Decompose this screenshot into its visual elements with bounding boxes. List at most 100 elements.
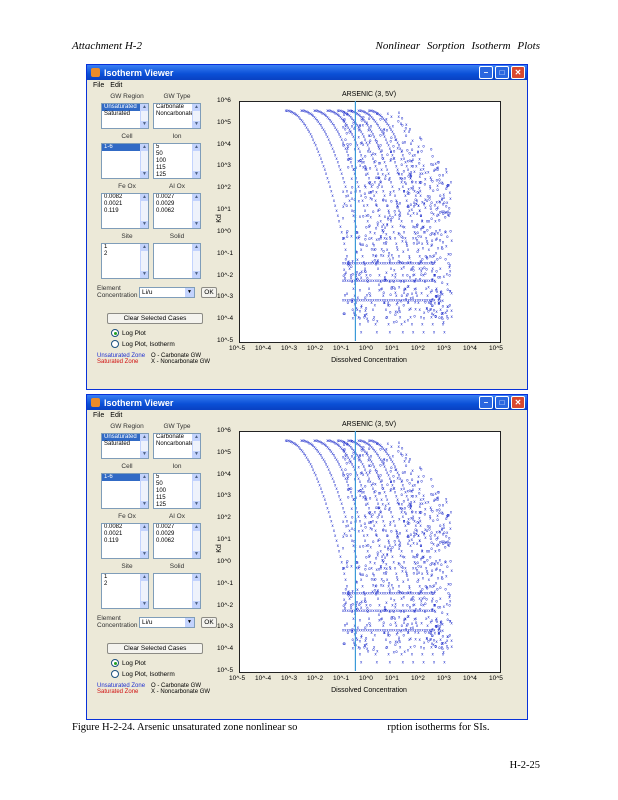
list-item[interactable]: Saturated bbox=[104, 441, 131, 447]
list-item[interactable]: 125 bbox=[156, 502, 167, 508]
close-icon[interactable]: ✕ bbox=[511, 66, 525, 79]
list-item[interactable]: 115 bbox=[156, 165, 166, 171]
list-item[interactable]: Noncarbonate bbox=[156, 111, 194, 117]
menu-edit[interactable]: Edit bbox=[110, 81, 123, 89]
list-item[interactable]: 0.0062 bbox=[156, 538, 175, 544]
scroll-up-icon[interactable]: ▲ bbox=[141, 434, 148, 441]
list-item[interactable]: Carbonate bbox=[156, 104, 185, 110]
scroll-up-icon[interactable]: ▲ bbox=[141, 194, 148, 201]
plot-area[interactable] bbox=[239, 431, 501, 673]
scroll-down-icon[interactable]: ▼ bbox=[193, 271, 200, 278]
list-scrollbar[interactable]: ▲ ▼ bbox=[140, 524, 148, 558]
list-item[interactable]: 100 bbox=[156, 488, 167, 494]
scroll-up-icon[interactable]: ▲ bbox=[193, 474, 200, 481]
list-scrollbar[interactable]: ▲ ▼ bbox=[140, 434, 148, 458]
clear-selected-cases-button[interactable]: Clear Selected Cases bbox=[107, 313, 203, 324]
close-icon[interactable]: ✕ bbox=[511, 396, 525, 409]
clear-selected-cases-button[interactable]: Clear Selected Cases bbox=[107, 643, 203, 654]
scroll-up-icon[interactable]: ▲ bbox=[141, 474, 148, 481]
log-plot-radio[interactable]: Log Plot bbox=[111, 659, 146, 667]
list-scrollbar[interactable]: ▲ ▼ bbox=[140, 144, 148, 178]
minimize-icon[interactable]: – bbox=[479, 66, 493, 79]
scroll-up-icon[interactable]: ▲ bbox=[193, 574, 200, 581]
list-item[interactable]: 5 bbox=[156, 474, 160, 480]
scroll-up-icon[interactable]: ▲ bbox=[141, 104, 148, 111]
ok-button[interactable]: OK bbox=[201, 287, 217, 298]
cell-list[interactable]: 1-6 ▲ ▼ bbox=[101, 143, 149, 179]
scroll-down-icon[interactable]: ▼ bbox=[141, 601, 148, 608]
list-item[interactable]: Carbonate bbox=[156, 434, 185, 440]
al-ox-list[interactable]: 0.0027 0.0029 0.0062 ▲ ▼ bbox=[153, 193, 201, 229]
list-item[interactable]: 1 bbox=[104, 244, 108, 250]
list-scrollbar[interactable]: ▲ ▼ bbox=[140, 194, 148, 228]
log-plot-isotherm-radio[interactable]: Log Plot, Isotherm bbox=[111, 340, 175, 348]
scroll-down-icon[interactable]: ▼ bbox=[141, 551, 148, 558]
scroll-down-icon[interactable]: ▼ bbox=[141, 121, 148, 128]
scroll-up-icon[interactable]: ▲ bbox=[141, 244, 148, 251]
solid-list[interactable]: ▲ ▼ bbox=[153, 243, 201, 279]
scroll-up-icon[interactable]: ▲ bbox=[141, 574, 148, 581]
list-item[interactable]: 0.0082 bbox=[104, 194, 123, 200]
scroll-down-icon[interactable]: ▼ bbox=[141, 271, 148, 278]
al-ox-list[interactable]: 0.0027 0.0029 0.0062 ▲ ▼ bbox=[153, 523, 201, 559]
scroll-down-icon[interactable]: ▼ bbox=[193, 121, 200, 128]
minimize-icon[interactable]: – bbox=[479, 396, 493, 409]
window-titlebar[interactable]: Isotherm Viewer – □ ✕ bbox=[87, 65, 527, 80]
ok-button[interactable]: OK bbox=[201, 617, 217, 628]
list-item[interactable]: Noncarbonate bbox=[156, 441, 194, 447]
list-item[interactable]: 125 bbox=[156, 172, 167, 178]
scroll-down-icon[interactable]: ▼ bbox=[193, 171, 200, 178]
fe-ox-list[interactable]: 0.0082 0.0021 0.119 ▲ ▼ bbox=[101, 523, 149, 559]
scroll-up-icon[interactable]: ▲ bbox=[141, 524, 148, 531]
list-item[interactable]: 100 bbox=[156, 158, 167, 164]
list-item[interactable]: 1-6 bbox=[102, 474, 148, 481]
list-scrollbar[interactable]: ▲ ▼ bbox=[140, 474, 148, 508]
list-scrollbar[interactable]: ▲ ▼ bbox=[192, 524, 200, 558]
list-scrollbar[interactable]: ▲ ▼ bbox=[140, 244, 148, 278]
fe-ox-list[interactable]: 0.0082 0.0021 0.119 ▲ ▼ bbox=[101, 193, 149, 229]
menu-file[interactable]: File bbox=[93, 81, 105, 89]
list-item[interactable]: 1 bbox=[104, 574, 108, 580]
list-item[interactable]: Saturated bbox=[104, 111, 131, 117]
maximize-icon[interactable]: □ bbox=[495, 396, 509, 409]
list-scrollbar[interactable]: ▲ ▼ bbox=[192, 194, 200, 228]
scroll-down-icon[interactable]: ▼ bbox=[141, 501, 148, 508]
scroll-down-icon[interactable]: ▼ bbox=[193, 501, 200, 508]
list-scrollbar[interactable]: ▲ ▼ bbox=[192, 574, 200, 608]
list-item[interactable]: 50 bbox=[156, 151, 163, 157]
list-item[interactable]: 0.0021 bbox=[104, 531, 123, 537]
list-scrollbar[interactable]: ▲ ▼ bbox=[192, 104, 200, 128]
list-item[interactable]: 0.0021 bbox=[104, 201, 123, 207]
log-plot-radio[interactable]: Log Plot bbox=[111, 329, 146, 337]
scroll-up-icon[interactable]: ▲ bbox=[193, 144, 200, 151]
list-item[interactable]: 5 bbox=[156, 144, 160, 150]
gw-region-list[interactable]: Unsaturated Saturated ▲ ▼ bbox=[101, 103, 149, 129]
list-item[interactable]: 1-6 bbox=[102, 144, 148, 151]
scroll-up-icon[interactable]: ▲ bbox=[193, 434, 200, 441]
element-concentration-dropdown[interactable]: Li/u ▼ bbox=[139, 287, 195, 298]
site-list[interactable]: 1 2 ▲ ▼ bbox=[101, 573, 149, 609]
ion-list[interactable]: 5 50 100 115 125 ▲ ▼ bbox=[153, 473, 201, 509]
element-concentration-dropdown[interactable]: Li/u ▼ bbox=[139, 617, 195, 628]
site-list[interactable]: 1 2 ▲ ▼ bbox=[101, 243, 149, 279]
list-item[interactable]: 0.0027 bbox=[156, 524, 175, 530]
list-item[interactable]: 0.0082 bbox=[104, 524, 123, 530]
cell-list[interactable]: 1-6 ▲ ▼ bbox=[101, 473, 149, 509]
scroll-up-icon[interactable]: ▲ bbox=[193, 524, 200, 531]
maximize-icon[interactable]: □ bbox=[495, 66, 509, 79]
list-scrollbar[interactable]: ▲ ▼ bbox=[192, 244, 200, 278]
scroll-down-icon[interactable]: ▼ bbox=[141, 171, 148, 178]
scroll-up-icon[interactable]: ▲ bbox=[193, 194, 200, 201]
menu-file[interactable]: File bbox=[93, 411, 105, 419]
scroll-down-icon[interactable]: ▼ bbox=[193, 451, 200, 458]
list-item[interactable]: 0.0027 bbox=[156, 194, 175, 200]
list-item[interactable]: 0.119 bbox=[104, 208, 119, 214]
list-item[interactable]: 50 bbox=[156, 481, 163, 487]
scroll-up-icon[interactable]: ▲ bbox=[193, 104, 200, 111]
scroll-down-icon[interactable]: ▼ bbox=[193, 601, 200, 608]
list-scrollbar[interactable]: ▲ ▼ bbox=[140, 574, 148, 608]
ion-list[interactable]: 5 50 100 115 125 ▲ ▼ bbox=[153, 143, 201, 179]
scroll-up-icon[interactable]: ▲ bbox=[193, 244, 200, 251]
scroll-down-icon[interactable]: ▼ bbox=[141, 451, 148, 458]
list-item[interactable]: 0.0029 bbox=[156, 201, 175, 207]
